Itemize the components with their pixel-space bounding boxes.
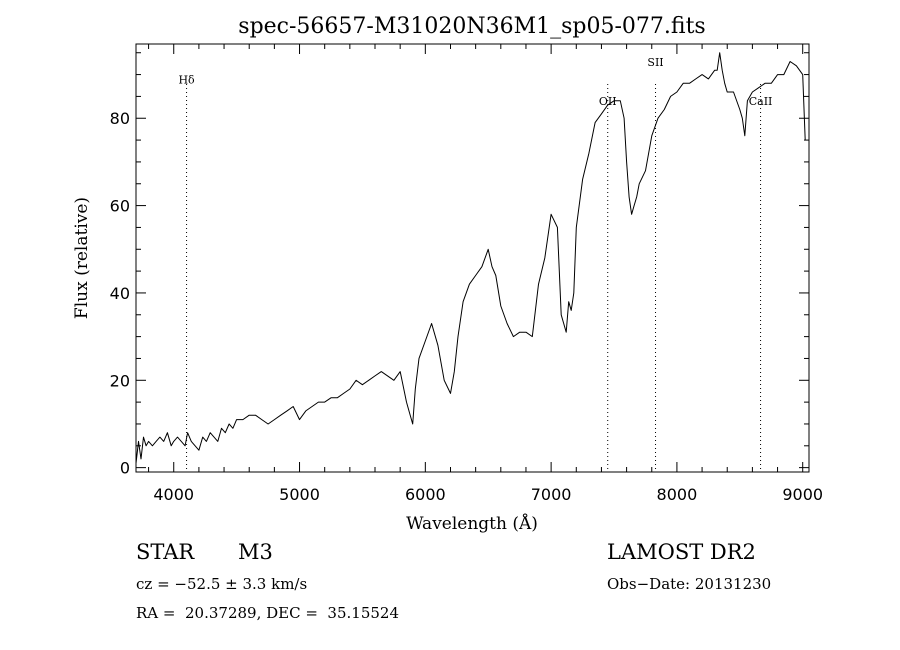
x-tick-label-2: 6000 — [405, 485, 446, 504]
plot-frame — [135, 43, 810, 473]
y-axis-label: Flux (relative) — [72, 197, 92, 319]
x-tick-label-5: 9000 — [782, 485, 823, 504]
x-tick-label-3: 7000 — [531, 485, 572, 504]
spectrum-line-0 — [135, 52, 806, 464]
object-class: STAR — [136, 540, 195, 564]
x-tick-label-4: 8000 — [657, 485, 698, 504]
annotation-label-0: Hδ — [178, 73, 195, 86]
x-tick-label-1: 5000 — [279, 485, 320, 504]
y-tick-label-3: 60 — [110, 197, 130, 216]
object-subclass: M3 — [238, 540, 273, 564]
y-tick-label-4: 80 — [110, 109, 130, 128]
spectrum-series — [135, 52, 806, 464]
observation-date: Obs−Date: 20131230 — [607, 575, 772, 593]
y-tick-label-0: 0 — [120, 459, 130, 478]
line-annotations: Hδ OII SII CaII — [178, 56, 772, 472]
annotation-label-3: CaII — [749, 95, 773, 108]
y-tick-label-1: 20 — [110, 371, 130, 390]
y-tick-label-2: 40 — [110, 284, 130, 303]
x-tick-label-0: 4000 — [153, 485, 194, 504]
axis-ticks: 4000 5000 6000 7000 8000 9000 0 20 40 60 80 — [110, 44, 823, 504]
sky-coordinates: RA = 20.37289, DEC = 35.15524 — [136, 604, 400, 622]
survey-name: LAMOST DR2 — [607, 540, 756, 564]
annotation-label-2: SII — [647, 56, 663, 69]
x-axis-label: Wavelength (Å) — [406, 513, 538, 534]
redshift-velocity: cz = −52.5 ± 3.3 km/s — [136, 575, 308, 593]
chart-title: spec-56657-M31020N36M1_sp05-077.fits — [238, 14, 705, 39]
annotation-label-1: OII — [599, 95, 617, 108]
